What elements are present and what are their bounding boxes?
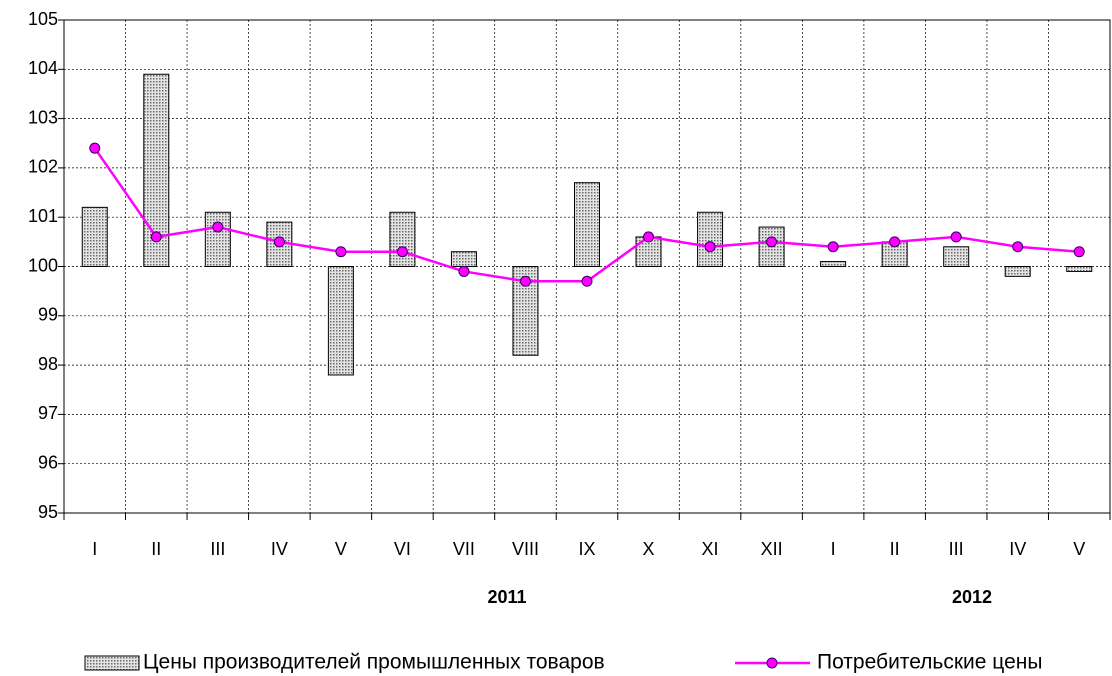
x-tick-label: IX (578, 539, 595, 559)
bar (574, 182, 600, 267)
x-tick-label: II (151, 539, 161, 559)
line-marker (89, 142, 101, 154)
bar (1066, 266, 1093, 272)
x-tick-label: V (1073, 539, 1085, 559)
bar (697, 211, 724, 268)
line-marker (1073, 246, 1085, 258)
bar (81, 206, 108, 267)
y-tick-label: 96 (38, 452, 58, 472)
y-tick-label: 103 (28, 107, 58, 127)
bar (820, 261, 847, 268)
x-tick-label: IV (1009, 539, 1026, 559)
x-tick-label: III (949, 539, 964, 559)
line-marker (396, 246, 408, 258)
line-marker (273, 236, 285, 248)
plot-border (63, 19, 1111, 514)
bar (204, 211, 231, 268)
line-marker (766, 236, 778, 248)
year-label: 2012 (952, 587, 992, 607)
x-tick-label: VIII (512, 539, 539, 559)
line-marker (150, 231, 162, 243)
x-tick-label: XI (702, 539, 719, 559)
y-tick-label: 105 (28, 9, 58, 29)
y-tick-label: 97 (38, 403, 58, 423)
legend-label: Цены производителей промышленных товаров (143, 651, 605, 674)
x-tick-label: VII (453, 539, 475, 559)
x-tick-label: III (210, 539, 225, 559)
legend-marker (766, 657, 778, 669)
x-tick-label: VI (394, 539, 411, 559)
y-tick-label: 104 (28, 58, 58, 78)
line-marker (827, 241, 839, 253)
bar (1004, 266, 1031, 277)
x-tick-label: I (92, 539, 97, 559)
legend-label: Потребительские цены (817, 651, 1042, 674)
line-marker (519, 275, 531, 287)
x-tick-label: IV (271, 539, 288, 559)
line-marker (335, 246, 347, 258)
y-tick-label: 100 (28, 255, 58, 275)
y-tick-label: 95 (38, 502, 58, 522)
bar (450, 251, 477, 268)
line-marker (458, 265, 470, 277)
line-marker (1012, 241, 1024, 253)
y-tick-label: 98 (38, 354, 58, 374)
line-marker (889, 236, 901, 248)
line-marker (643, 231, 655, 243)
x-tick-label: II (890, 539, 900, 559)
x-tick-label: XII (761, 539, 783, 559)
bar (327, 266, 354, 376)
x-tick-label: V (335, 539, 347, 559)
line-marker (581, 275, 593, 287)
year-label: 2011 (487, 587, 526, 607)
y-tick-label: 101 (28, 206, 58, 226)
y-tick-label: 102 (28, 157, 58, 177)
bar (943, 246, 970, 267)
line-marker (212, 221, 224, 233)
x-tick-label: X (643, 539, 655, 559)
y-tick-label: 99 (38, 305, 58, 325)
line-marker (950, 231, 962, 243)
x-tick-label: I (831, 539, 836, 559)
legend-swatch (84, 655, 140, 671)
bar (389, 211, 416, 268)
line-marker (704, 241, 716, 253)
